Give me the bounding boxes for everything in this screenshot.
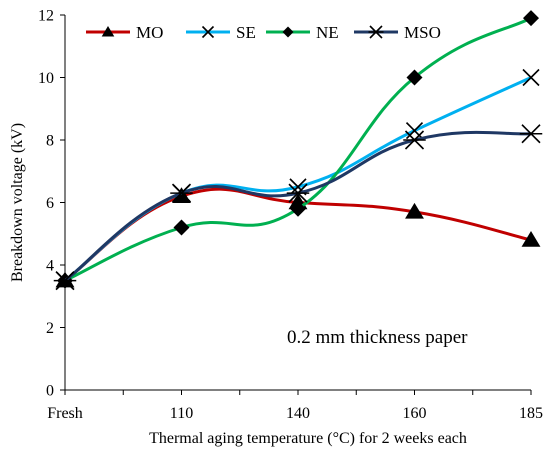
legend-label-se: SE — [236, 23, 256, 42]
plot-area: 0 2 4 6 8 10 12 Fresh 110 140 160 185 — [38, 8, 543, 423]
x-tick-label: Fresh — [47, 405, 83, 422]
data-point-mo — [405, 202, 424, 219]
data-point-se — [522, 68, 540, 87]
y-tick-label: 12 — [38, 8, 54, 25]
data-point-ne — [290, 200, 306, 217]
data-point-ne — [406, 69, 423, 86]
series-mso — [53, 124, 543, 291]
legend-label-ne: NE — [316, 23, 339, 42]
series-se — [56, 68, 540, 290]
y-tick-label: 2 — [46, 320, 54, 337]
x-tick-label: 140 — [286, 405, 310, 422]
legend-label-mso: MSO — [404, 23, 441, 42]
data-point-mo — [172, 187, 191, 203]
legend-marker-ne — [282, 26, 294, 38]
series-line-se — [64, 76, 532, 282]
x-tick-label: 185 — [519, 405, 543, 422]
x-tick-label: 160 — [403, 405, 427, 422]
x-tick-label: 110 — [170, 405, 193, 422]
y-tick-label: 6 — [46, 195, 54, 212]
series-line-ne — [64, 16, 532, 282]
data-point-mso — [403, 130, 426, 150]
legend-label-mo: MO — [136, 23, 163, 42]
data-point-ne — [523, 10, 539, 27]
legend-item-ne: NE — [266, 23, 339, 42]
legend-item-mo: MO — [86, 23, 163, 42]
y-axis-title: Breakdown voltage (kV) — [9, 123, 26, 282]
y-ticks: 0 2 4 6 8 10 12 — [38, 8, 65, 400]
series-layer — [53, 10, 543, 291]
y-tick-label: 4 — [46, 258, 54, 275]
data-point-mso — [53, 271, 77, 291]
x-axis-title: Thermal aging temperature (°C) for 2 wee… — [149, 430, 467, 447]
x-ticks: Fresh 110 140 160 185 — [47, 390, 543, 422]
legend: MO SE NE MSO — [86, 23, 441, 42]
legend-marker-mso — [368, 25, 384, 39]
y-tick-label: 0 — [46, 383, 54, 400]
y-tick-label: 8 — [46, 133, 54, 150]
data-point-mo — [521, 231, 541, 247]
data-point-se — [405, 122, 424, 140]
y-tick-label: 10 — [38, 70, 54, 87]
legend-item-mso: MSO — [354, 23, 441, 42]
legend-marker-se — [201, 25, 215, 39]
data-point-mso — [286, 183, 310, 203]
data-point-ne — [173, 219, 190, 236]
data-point-mso — [170, 183, 193, 203]
series-ne — [57, 10, 539, 289]
legend-marker-mo — [101, 26, 115, 37]
chart-annotation: 0.2 mm thickness paper — [287, 327, 468, 348]
data-point-mso — [519, 124, 543, 144]
legend-item-se: SE — [186, 23, 256, 42]
